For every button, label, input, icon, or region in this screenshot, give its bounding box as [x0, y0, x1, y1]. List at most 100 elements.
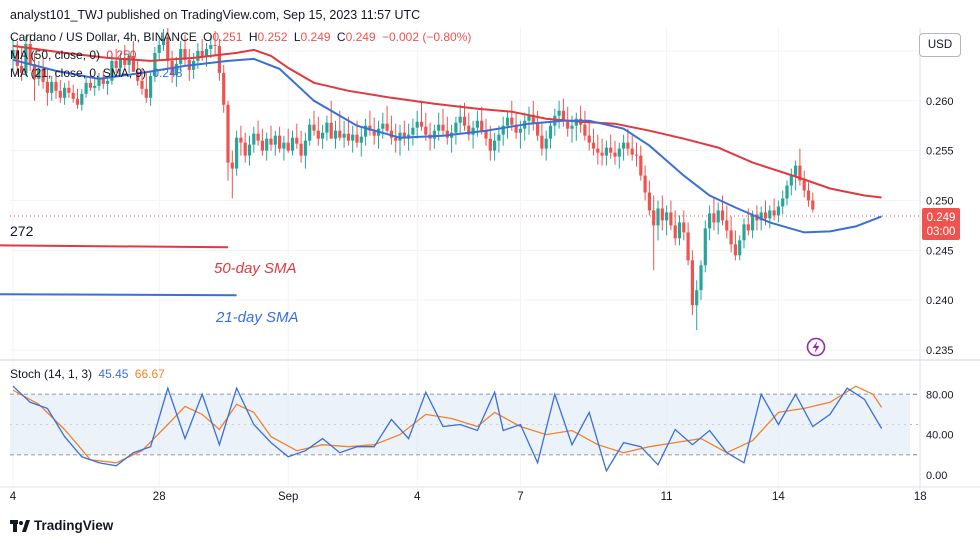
candle-body [566, 120, 570, 129]
candle-body [536, 122, 540, 136]
price-tick-label: 0.235 [926, 345, 954, 357]
candle-body [768, 210, 772, 219]
candle-body [196, 50, 200, 61]
candle-body [75, 98, 80, 105]
candle-body [712, 213, 716, 223]
candle-body [321, 132, 325, 139]
candle-body [239, 137, 243, 143]
candle-body [746, 224, 750, 231]
candle-body [742, 224, 746, 241]
brand-name: TradingView [34, 518, 114, 533]
candle-body [222, 72, 226, 105]
candle-body [394, 137, 398, 141]
stoch-d-line [12, 385, 883, 464]
sma21-annotation-label: 21-day SMA [215, 309, 299, 326]
candle-body [118, 58, 123, 68]
price-change: −0.002 (−0.80%) [381, 30, 472, 44]
candle-body [41, 68, 45, 82]
alert-lightning-icon[interactable] [806, 337, 826, 357]
price-tick-label: 0.250 [926, 195, 954, 207]
candle-body [591, 142, 596, 149]
stoch-tick-label: 0.00 [926, 470, 947, 482]
candle-body [243, 142, 247, 156]
candle-body [226, 104, 230, 163]
candle-body [37, 68, 41, 79]
candle-body [540, 135, 544, 149]
candle-body [622, 142, 626, 149]
candle-body [600, 152, 604, 156]
candle-body [50, 81, 54, 93]
candle-body [441, 124, 445, 131]
candle-body [505, 117, 510, 126]
sma-annotations [0, 244, 237, 297]
time-tick-label: 18 [914, 491, 927, 503]
candle-body [11, 49, 15, 58]
candle-body [63, 87, 67, 98]
candle-body [695, 290, 699, 306]
stoch-legend: Stoch (14, 1, 3) 45.45 66.67 [10, 367, 168, 381]
candle-body [179, 48, 183, 64]
left-value-label: 272 [10, 223, 34, 239]
time-tick-label: 28 [153, 491, 166, 503]
candle-body [67, 87, 71, 93]
candle-body [548, 125, 553, 139]
candle-body [531, 114, 535, 123]
candle-body [97, 78, 101, 86]
currency-button[interactable]: USD [919, 33, 961, 57]
stoch-k-value: 45.45 [98, 367, 129, 381]
candle-body [467, 125, 471, 135]
candle-body [252, 133, 256, 145]
candle-body [708, 213, 712, 229]
time-tick-label: 4 [414, 491, 421, 503]
candle-body [131, 55, 135, 72]
candle-body [510, 117, 514, 125]
candle-body [643, 175, 647, 193]
candle-body [368, 125, 372, 131]
candle-body [71, 92, 75, 99]
candle-body [114, 60, 118, 68]
candle-body [295, 137, 299, 144]
stoch-tick-label: 40.00 [926, 430, 954, 442]
candle-body [544, 138, 548, 149]
candle-body [84, 82, 88, 94]
candle-body [488, 138, 492, 151]
candle-body [166, 38, 170, 61]
candle-body [355, 134, 359, 143]
last-price-value: 0.249 [927, 212, 956, 224]
candle-body [54, 81, 58, 91]
candle-body [733, 244, 737, 256]
candle-body [58, 90, 62, 98]
ma50-legend: MA (50, close, 0) 0.250 [10, 48, 139, 62]
candle-body [785, 185, 789, 199]
time-tick-label: Sep [278, 491, 298, 503]
candle-body [561, 110, 565, 121]
candle-body [342, 133, 346, 138]
candle-body [738, 240, 742, 256]
candle-body [725, 220, 729, 231]
candle-body [273, 135, 277, 145]
candle-body [24, 43, 28, 73]
candle-body [514, 124, 518, 133]
candle-body [80, 93, 84, 105]
candle-body [639, 155, 643, 176]
candle-body [647, 192, 651, 211]
candle-body [329, 122, 333, 139]
candle-body [617, 148, 621, 157]
candle-body [557, 110, 561, 116]
symbol-legend: Cardano / US Dollar, 4h, BINANCE O0.251 … [10, 30, 474, 44]
candle-body [316, 130, 320, 139]
candle-body [445, 130, 449, 138]
candle-body [759, 212, 763, 221]
candle-body [729, 230, 733, 245]
candle-body [673, 225, 677, 239]
candle-body [699, 265, 703, 291]
price-tick-label: 0.255 [926, 146, 954, 158]
candle-body [183, 48, 187, 60]
candle-body [140, 80, 144, 89]
sma50-annotation-label: 50-day SMA [214, 260, 297, 277]
candle-body [299, 143, 303, 156]
ma21-legend: MA (21, close, 0, SMA, 9) 0.248 [10, 66, 185, 80]
candle-body [200, 50, 204, 56]
candle-body [751, 214, 755, 231]
